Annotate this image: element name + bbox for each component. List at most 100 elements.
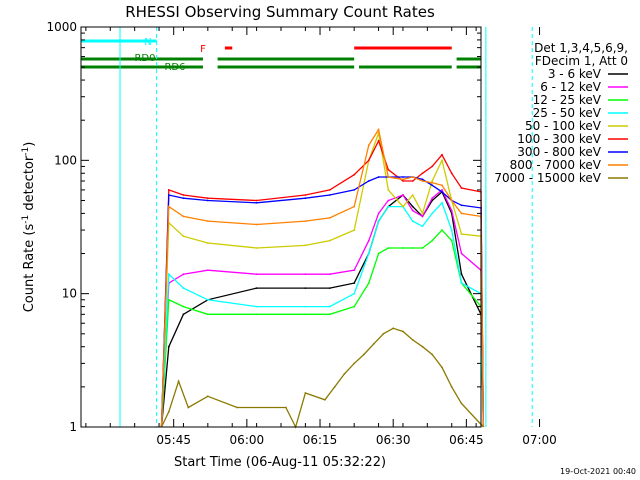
point-12-25-kev-13 <box>431 239 434 242</box>
point-7000-15000-kev-20 <box>441 366 443 369</box>
point-300-800-kev-1 <box>182 197 185 200</box>
point-50-100-kev-6 <box>353 229 356 232</box>
legend-label-7000-15000-kev: 7000 - 15000 keV <box>494 171 601 185</box>
series-line-25-50-kev <box>160 201 485 428</box>
point-300-800-kev-5 <box>328 194 331 196</box>
point-300-800-kev-6 <box>353 189 356 191</box>
point-12-25-kev-7 <box>367 282 370 284</box>
point-100-300-kev-11 <box>411 180 414 182</box>
point-50-100-kev-3 <box>255 247 258 249</box>
point-7000-15000-kev-5 <box>285 406 287 409</box>
x-tick-label-06:45: 06:45 <box>449 433 484 447</box>
point-7000-15000-kev-21 <box>450 386 453 388</box>
x-axis-label: Start Time (06-Aug-11 05:32:22) <box>174 455 386 470</box>
point-6-12-kev-5 <box>328 273 331 276</box>
point-800-7000-kev-6 <box>353 205 356 208</box>
y-tick-label-1: 1 <box>69 420 77 434</box>
point-300-800-kev-4 <box>304 197 307 200</box>
point-800-7000-kev-15 <box>450 199 453 202</box>
series-line-3-6-kev <box>160 190 485 428</box>
legend-label-12-25-kev: 12 - 25 keV <box>533 93 602 107</box>
series-line-7000-15000-kev <box>160 327 484 429</box>
point-25-50-kev-1 <box>182 287 185 289</box>
x-tick-label-06:00: 06:00 <box>230 433 265 447</box>
point-800-7000-kev-10 <box>402 178 404 181</box>
point-12-25-kev-9 <box>387 247 390 249</box>
point-100-300-kev-7 <box>367 159 370 162</box>
point-6-12-kev-3 <box>255 273 258 276</box>
point-7000-15000-kev-9 <box>333 386 336 388</box>
series-line-800-7000-kev <box>160 127 485 428</box>
series-line-6-12-kev <box>160 188 485 428</box>
point-12-25-kev-2 <box>206 313 209 316</box>
point-800-7000-kev-4 <box>304 220 307 223</box>
point-25-50-kev-8 <box>377 220 380 223</box>
point-7000-15000-kev-15 <box>392 327 395 330</box>
point-6-12-kev-4 <box>304 273 307 276</box>
y-label-mid: detector <box>22 155 37 215</box>
point-6-12-kev-6 <box>353 269 356 272</box>
point-100-300-kev-9 <box>387 168 390 171</box>
point-100-300-kev-14 <box>441 153 443 156</box>
point-50-100-kev-5 <box>328 239 331 242</box>
point-25-50-kev-0 <box>167 273 170 276</box>
point-300-800-kev-16 <box>460 204 463 207</box>
point-100-300-kev-16 <box>460 187 463 189</box>
point-7000-15000-kev-4 <box>236 406 239 409</box>
point-100-300-kev-5 <box>328 189 331 191</box>
legend-label-25-50-kev: 25 - 50 keV <box>533 106 602 120</box>
point-6-12-kev-12 <box>421 215 424 218</box>
point-100-300-kev-12 <box>421 172 424 175</box>
point-7000-15000-kev-7 <box>304 392 307 394</box>
point-12-25-kev-1 <box>182 305 185 308</box>
point-7000-15000-kev-17 <box>411 339 414 341</box>
point-100-300-kev-13 <box>431 165 434 168</box>
point-50-100-kev-1 <box>182 235 185 238</box>
point-25-50-kev-15 <box>450 229 453 232</box>
point-25-50-kev-9 <box>387 205 390 208</box>
point-25-50-kev-2 <box>206 298 209 301</box>
point-6-12-kev-15 <box>450 209 453 212</box>
point-12-25-kev-5 <box>328 313 331 316</box>
point-100-300-kev-2 <box>206 197 209 200</box>
legend-label-3-6-kev: 3 - 6 keV <box>548 67 602 81</box>
point-25-50-kev-11 <box>411 220 414 223</box>
point-25-50-kev-4 <box>304 305 307 308</box>
point-7000-15000-kev-11 <box>353 362 356 365</box>
point-7000-15000-kev-13 <box>372 343 375 345</box>
point-25-50-kev-12 <box>421 225 424 228</box>
point-50-100-kev-4 <box>304 244 307 247</box>
point-3-6-kev-4 <box>304 287 307 289</box>
plot-frame <box>80 26 482 428</box>
point-6-12-kev-11 <box>411 209 414 212</box>
point-6-12-kev-1 <box>182 273 185 276</box>
flag-f-label: F <box>200 44 206 55</box>
point-100-300-kev-0 <box>167 189 170 191</box>
point-12-25-kev-0 <box>167 298 170 301</box>
point-12-25-kev-15 <box>450 239 453 242</box>
point-100-300-kev-6 <box>353 173 356 176</box>
point-800-7000-kev-11 <box>411 176 414 178</box>
point-12-25-kev-6 <box>353 305 356 308</box>
y-tick-label-1000: 1000 <box>46 20 77 34</box>
y-axis-label: Count Rate (s-1 detector-1) <box>21 142 37 313</box>
point-50-100-kev-14 <box>441 159 443 162</box>
point-300-800-kev-13 <box>431 184 434 187</box>
flag-rd6-label: RD6 <box>164 62 185 73</box>
point-3-6-kev-5 <box>328 287 331 289</box>
point-25-50-kev-13 <box>431 212 434 215</box>
point-800-7000-kev-3 <box>255 223 258 226</box>
point-800-7000-kev-5 <box>328 217 331 219</box>
point-300-800-kev-12 <box>421 178 424 181</box>
x-tick-label-06:15: 06:15 <box>303 433 338 447</box>
point-3-6-kev-1 <box>182 313 185 316</box>
point-800-7000-kev-14 <box>441 184 443 187</box>
point-6-12-kev-9 <box>387 199 390 202</box>
point-12-25-kev-4 <box>304 313 307 316</box>
point-7000-15000-kev-0 <box>167 410 170 413</box>
point-7000-15000-kev-10 <box>343 373 346 375</box>
point-800-7000-kev-8 <box>377 128 380 131</box>
point-6-12-kev-14 <box>441 189 443 191</box>
